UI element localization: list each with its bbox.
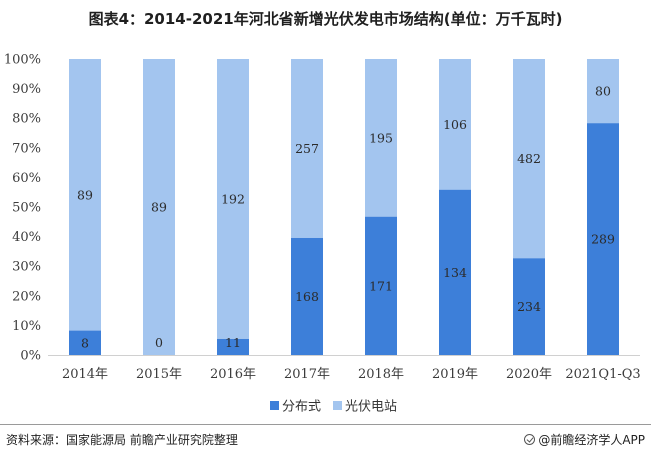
brand-logo-icon — [524, 434, 536, 445]
bar-pv — [365, 59, 397, 217]
footer: 资料来源：国家能源局 前瞻产业研究院整理 @前瞻经济学人APP — [0, 424, 651, 455]
y-tick-label: 80% — [12, 112, 41, 127]
x-tick-label: 2018年 — [358, 367, 404, 382]
x-tick-label: 2021Q1-Q3 — [565, 367, 640, 382]
x-tick-label: 2017年 — [284, 367, 330, 382]
bar-distributed — [365, 216, 397, 355]
bar-label-distributed: 171 — [369, 278, 393, 293]
bar-label-distributed: 168 — [295, 289, 319, 304]
x-tick-label: 2016年 — [210, 367, 256, 382]
bar-label-pv: 195 — [369, 130, 393, 145]
bar-label-pv: 80 — [595, 84, 611, 99]
brand: @前瞻经济学人APP — [524, 431, 645, 448]
bar-pv — [439, 59, 471, 190]
y-tick-label: 100% — [4, 53, 41, 68]
y-axis: 0% 10% 20% 30% 40% 50% 60% 70% 80% 90% 100% — [4, 53, 41, 364]
bar-pv — [587, 59, 619, 124]
bars: 89 8 89 0 192 11 257 168 195 171 106 134 482 234 80 289 — [69, 59, 619, 356]
bar-label-pv: 89 — [151, 200, 167, 215]
y-tick-label: 40% — [12, 230, 41, 245]
legend-swatch — [333, 401, 342, 410]
bar-label-pv: 192 — [221, 191, 245, 206]
stacked-bar-chart: 0% 10% 20% 30% 40% 50% 60% 70% 80% 90% 100% 89 8 89 0… — [4, 53, 641, 415]
y-tick-label: 50% — [12, 201, 41, 216]
bar-label-pv: 106 — [443, 117, 467, 132]
y-tick-label: 0% — [20, 349, 41, 364]
bar-distributed — [513, 258, 545, 355]
y-tick-label: 20% — [12, 289, 41, 304]
bar-label-distributed: 11 — [225, 335, 241, 350]
legend: 分布式 光伏电站 — [270, 400, 397, 415]
y-tick-label: 30% — [12, 260, 41, 275]
x-tick-label: 2019年 — [432, 367, 478, 382]
bar-pv — [217, 59, 249, 339]
bar-label-distributed: 234 — [517, 299, 541, 314]
bar-pv — [143, 59, 175, 355]
x-tick-label: 2014年 — [62, 367, 108, 382]
source-text: 资料来源：国家能源局 前瞻产业研究院整理 — [6, 433, 238, 447]
bar-distributed — [217, 338, 249, 355]
bar-distributed — [291, 237, 323, 355]
legend-label: 分布式 — [282, 400, 321, 415]
bar-pv — [69, 59, 101, 331]
bar-pv — [291, 59, 323, 238]
bar-distributed — [439, 189, 471, 355]
y-tick-label: 70% — [12, 141, 41, 156]
x-axis: 2014年 2015年 2016年 2017年 2018年 2019年 2020年 2021Q… — [48, 355, 641, 382]
bar-label-pv: 482 — [517, 151, 541, 166]
brand-text: @前瞻经济学人APP — [538, 433, 645, 447]
bar-label-pv: 89 — [77, 187, 93, 202]
y-tick-label: 90% — [12, 82, 41, 97]
bar-label-distributed: 0 — [155, 335, 163, 350]
y-tick-label: 60% — [12, 171, 41, 186]
x-tick-label: 2015年 — [136, 367, 182, 382]
bar-label-distributed: 289 — [591, 232, 615, 247]
bar-label-distributed: 134 — [443, 265, 467, 280]
legend-label: 光伏电站 — [345, 400, 397, 415]
bar-distributed — [587, 123, 619, 356]
chart-title: 图表4：2014-2021年河北省新增光伏发电市场结构(单位：万千瓦时) — [88, 10, 563, 28]
legend-swatch — [270, 401, 279, 410]
bar-label-pv: 257 — [295, 141, 319, 156]
x-tick-label: 2020年 — [506, 367, 552, 382]
bar-label-distributed: 8 — [81, 335, 89, 350]
bar-pv — [513, 59, 545, 259]
y-tick-label: 10% — [12, 319, 41, 334]
bar-distributed — [69, 330, 101, 355]
